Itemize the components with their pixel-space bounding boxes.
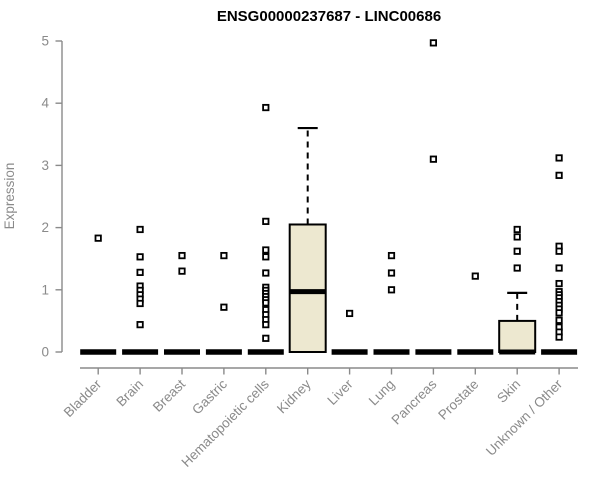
x-tick-label: Lung bbox=[366, 377, 398, 409]
outlier-point bbox=[262, 299, 270, 307]
outlier-point bbox=[555, 171, 563, 179]
outlier-point bbox=[513, 247, 521, 255]
x-tick-label: Liver bbox=[324, 376, 356, 408]
outlier-point bbox=[136, 253, 144, 261]
outlier-point bbox=[555, 247, 563, 255]
outlier-point bbox=[345, 309, 354, 318]
x-tick-label: Breast bbox=[150, 376, 188, 414]
outlier-point bbox=[262, 103, 270, 112]
chart-title: ENSG00000237687 - LINC00686 bbox=[217, 8, 441, 25]
outlier-point bbox=[555, 309, 563, 317]
outlier-point bbox=[555, 316, 563, 324]
outlier-point bbox=[555, 333, 563, 341]
y-tick-label: 2 bbox=[41, 220, 49, 235]
outlier-point bbox=[220, 251, 228, 260]
x-tick-label: Prostate bbox=[435, 377, 481, 423]
outlier-point bbox=[136, 299, 144, 308]
outlier-point bbox=[555, 264, 563, 272]
outlier-point bbox=[429, 155, 438, 163]
outlier-point bbox=[555, 279, 563, 288]
x-tick-label: Unknown / Other bbox=[483, 376, 566, 459]
outlier-point bbox=[136, 225, 144, 234]
outlier-point bbox=[262, 246, 270, 254]
outlier-point bbox=[387, 269, 396, 277]
y-tick-label: 0 bbox=[41, 345, 49, 360]
outlier-point bbox=[262, 269, 270, 277]
outlier-point bbox=[513, 233, 521, 241]
y-axis-label: Expression bbox=[2, 163, 17, 230]
outlier-point bbox=[513, 264, 521, 272]
outlier-point bbox=[94, 234, 102, 242]
x-tick-label: Bladder bbox=[61, 376, 105, 420]
outlier-point bbox=[555, 154, 563, 162]
outlier-point bbox=[262, 253, 270, 261]
x-tick-label: Brain bbox=[113, 377, 146, 410]
outlier-point bbox=[136, 321, 144, 329]
y-tick-label: 1 bbox=[41, 282, 49, 297]
outlier-point bbox=[387, 286, 396, 294]
box bbox=[288, 223, 327, 354]
y-tick-label: 4 bbox=[41, 96, 49, 111]
x-tick-label: Skin bbox=[494, 377, 523, 406]
x-tick-label: Kidney bbox=[274, 376, 314, 416]
outlier-point bbox=[178, 251, 186, 260]
outlier-point bbox=[262, 217, 270, 225]
outlier-point bbox=[513, 225, 521, 234]
y-tick-label: 5 bbox=[41, 34, 49, 49]
outlier-point bbox=[387, 251, 396, 260]
y-tick-label: 3 bbox=[41, 158, 49, 173]
x-tick-label: Gastric bbox=[189, 376, 230, 417]
outlier-point bbox=[262, 321, 270, 329]
outlier-point bbox=[178, 267, 186, 275]
outlier-point bbox=[262, 334, 270, 342]
outlier-point bbox=[429, 39, 438, 47]
outlier-point bbox=[220, 303, 228, 311]
box bbox=[498, 319, 537, 353]
outlier-point bbox=[136, 268, 144, 276]
outlier-point bbox=[471, 272, 479, 280]
x-tick-label: Pancreas bbox=[389, 376, 440, 427]
